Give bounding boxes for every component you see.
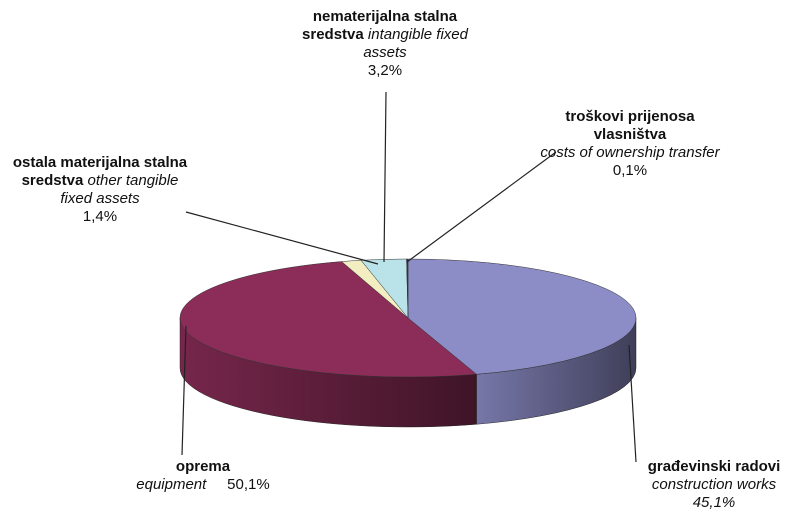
leader-line — [181, 325, 187, 456]
slice — [179, 261, 478, 378]
label-name-en: 45,1% — [692, 494, 736, 511]
label-value: 50,1% — [227, 476, 270, 493]
leader-line — [185, 211, 379, 265]
slice — [406, 258, 409, 319]
label-name: nematerijalna stalna sredstva — [302, 8, 458, 43]
leader-line — [383, 91, 387, 263]
label-name: troškovi prijenosa vlasništva — [565, 108, 695, 143]
slice-label: oprema equipment 50,1% — [118, 458, 288, 494]
label-name: ostala materijalna stalna sredstva — [12, 154, 188, 189]
slice-label: troškovi prijenosa vlasništva costs of ow… — [535, 108, 725, 180]
leader-line — [406, 151, 557, 263]
label-name: oprema — [175, 458, 231, 475]
label-value: 3,2% — [367, 62, 403, 79]
slice-side-shade — [476, 318, 636, 425]
slice-side-shade — [180, 318, 477, 427]
slice-label: nematerijalna stalna sredstva intangible… — [290, 8, 480, 80]
label-name-en: intangible fixed assets — [363, 26, 468, 61]
slice-label: ostala materijalna stalna sredstva other… — [6, 154, 194, 226]
label-name-en: construction works — [651, 476, 777, 493]
label-name: građevinski radovi — [647, 458, 781, 475]
label-name-en: equipment — [136, 476, 207, 493]
label-value: 0,1% — [612, 162, 648, 179]
slice — [407, 258, 637, 375]
label-name-en: other tangible fixed assets — [60, 172, 179, 207]
label-name-en: costs of ownership transfer — [540, 144, 720, 161]
leader-line — [628, 344, 637, 463]
label-value: 1,4% — [82, 208, 118, 225]
slice-label: građevinski radovi construction works 45,1… — [628, 458, 800, 512]
